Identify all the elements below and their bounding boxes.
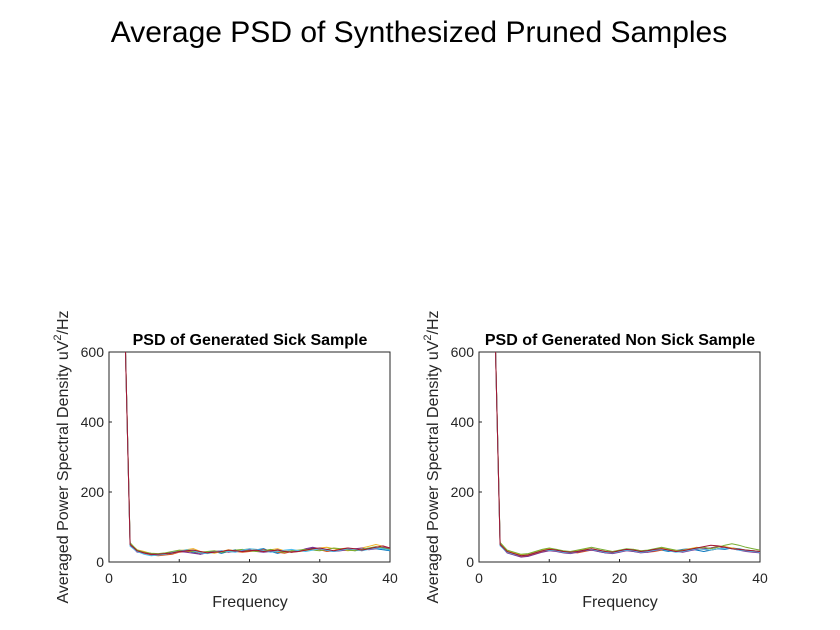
- subplot-non-sick-series-line-7: [495, 352, 760, 557]
- figure-suptitle: Average PSD of Synthesized Pruned Sample…: [111, 16, 727, 49]
- subplot-non-sick-series-line-5: [495, 352, 760, 555]
- subplot-non-sick-ylabel: Averaged Power Spectral Density uV2/Hz: [422, 310, 442, 603]
- subplot-sick-ytick-label: 600: [81, 344, 105, 360]
- subplot-non-sick-ylabel-tail: /Hz: [425, 310, 442, 334]
- subplot-sick-xlabel: Frequency: [212, 594, 288, 611]
- subplot-sick-ylabel-sup: 2: [52, 334, 64, 340]
- subplot-sick-xtick-label: 20: [242, 570, 258, 586]
- subplot-non-sick-xtick-label: 10: [541, 570, 557, 586]
- subplot-non-sick-ytick-label: 400: [451, 414, 475, 430]
- subplot-sick-ylabel: Averaged Power Spectral Density uV2/Hz: [52, 310, 72, 603]
- subplot-non-sick-xtick-label: 30: [682, 570, 698, 586]
- subplot-sick-series-line-7: [125, 352, 390, 555]
- subplot-sick-ylabel-main: Averaged Power Spectral Density uV: [55, 340, 72, 603]
- subplot-non-sick-ytick-label: 200: [451, 484, 475, 500]
- subplot-sick-axes-box: [108, 351, 391, 563]
- subplot-sick-xtick-label: 30: [312, 570, 328, 586]
- subplot-sick-ytick-label: 400: [81, 414, 105, 430]
- subplot-non-sick-title: PSD of Generated Non Sick Sample: [485, 332, 755, 349]
- subplot-sick-xtick-label: 10: [171, 570, 187, 586]
- subplot-non-sick-yticks: 0 200 400 600: [451, 344, 482, 570]
- subplot-non-sick-ylabel-main: Averaged Power Spectral Density uV: [425, 340, 442, 603]
- subplot-non-sick-xtick-label: 20: [612, 570, 628, 586]
- subplot-sick-title: PSD of Generated Sick Sample: [133, 332, 368, 349]
- subplot-non-sick-axes-box: [478, 351, 761, 563]
- subplot-sick-ytick-label: 200: [81, 484, 105, 500]
- subplot-non-sick-xlabel: Frequency: [582, 594, 658, 611]
- subplot-non-sick-xtick-label: 40: [752, 570, 768, 586]
- subplot-non-sick-ytick-label: 600: [451, 344, 475, 360]
- subplot-sick-xticks: 0 10 20 30 40: [105, 559, 398, 586]
- subplot-sick-yticks: 0 200 400 600: [81, 344, 112, 570]
- subplot-sick-xtick-label: 0: [105, 570, 113, 586]
- subplot-non-sick-ylabel-sup: 2: [422, 334, 434, 340]
- subplot-non-sick-xticks: 0 10 20 30 40: [475, 559, 768, 586]
- subplot-sick-ytick-label: 0: [96, 554, 104, 570]
- subplot-sick-lines: [124, 352, 390, 557]
- subplot-sick-xtick-label: 40: [382, 570, 398, 586]
- subplot-non-sick-series-line-4: [495, 352, 760, 558]
- subplot-non-sick-lines: [495, 352, 760, 558]
- subplot-non-sick-xtick-label: 0: [475, 570, 483, 586]
- subplot-non-sick-ytick-label: 0: [466, 554, 474, 570]
- subplot-sick: PSD of Generated Sick Sample 0 10 20 30 40 0…: [52, 310, 398, 611]
- subplot-sick-ylabel-tail: /Hz: [55, 310, 72, 334]
- subplot-non-sick: PSD of Generated Non Sick Sample 0 10 20 30…: [422, 310, 768, 611]
